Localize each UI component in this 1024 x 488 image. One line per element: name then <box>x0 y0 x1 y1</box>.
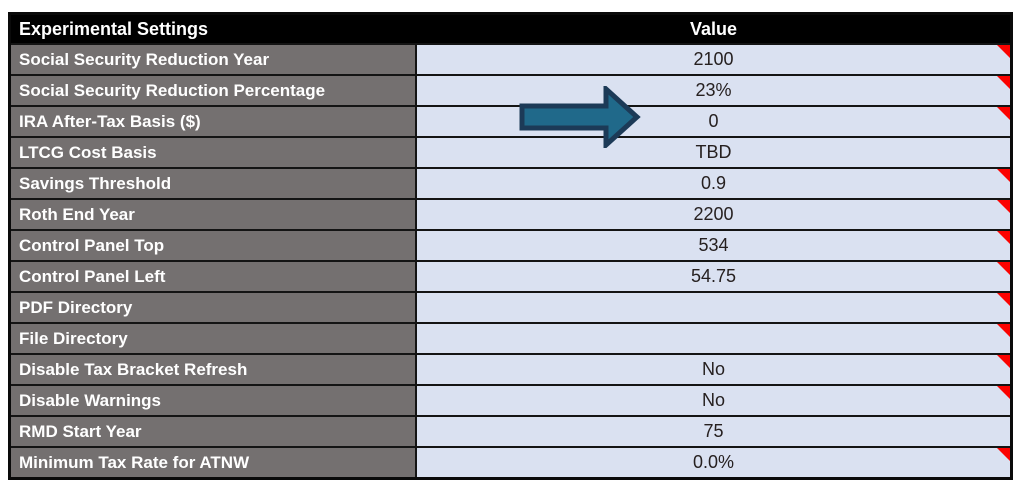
comment-indicator-icon <box>997 386 1010 399</box>
setting-label-cell[interactable]: Disable Tax Bracket Refresh <box>11 355 417 384</box>
value-header-cell: Value <box>417 15 1010 43</box>
setting-value-cell[interactable]: 0.9 <box>417 169 1010 198</box>
table-row: RMD Start Year 75 <box>11 417 1010 448</box>
setting-label-cell[interactable]: Social Security Reduction Percentage <box>11 76 417 105</box>
setting-label-cell[interactable]: IRA After-Tax Basis ($) <box>11 107 417 136</box>
setting-label-cell[interactable]: File Directory <box>11 324 417 353</box>
table-row: Roth End Year 2200 <box>11 200 1010 231</box>
setting-label-cell[interactable]: Minimum Tax Rate for ATNW <box>11 448 417 477</box>
table-row: Disable Warnings No <box>11 386 1010 417</box>
setting-label-cell[interactable]: Roth End Year <box>11 200 417 229</box>
comment-indicator-icon <box>997 293 1010 306</box>
table-header-row: Experimental Settings Value <box>11 15 1010 45</box>
table-row: PDF Directory <box>11 293 1010 324</box>
setting-label-cell[interactable]: Control Panel Top <box>11 231 417 260</box>
table-row: Social Security Reduction Percentage 23% <box>11 76 1010 107</box>
table-row: Disable Tax Bracket Refresh No <box>11 355 1010 386</box>
setting-label-cell[interactable]: Control Panel Left <box>11 262 417 291</box>
setting-value-cell[interactable]: 75 <box>417 417 1010 446</box>
settings-header-cell: Experimental Settings <box>11 15 417 43</box>
setting-label-cell[interactable]: Disable Warnings <box>11 386 417 415</box>
setting-label-cell[interactable]: RMD Start Year <box>11 417 417 446</box>
setting-value-cell[interactable]: 0 <box>417 107 1010 136</box>
setting-label-cell[interactable]: LTCG Cost Basis <box>11 138 417 167</box>
setting-value-cell[interactable]: 54.75 <box>417 262 1010 291</box>
setting-label-cell[interactable]: Social Security Reduction Year <box>11 45 417 74</box>
setting-value-cell[interactable]: 534 <box>417 231 1010 260</box>
comment-indicator-icon <box>997 107 1010 120</box>
setting-value-cell[interactable]: 0.0% <box>417 448 1010 477</box>
settings-table: Experimental Settings Value Social Secur… <box>8 12 1013 480</box>
setting-value-cell[interactable] <box>417 324 1010 353</box>
comment-indicator-icon <box>997 324 1010 337</box>
setting-value-cell[interactable]: 2200 <box>417 200 1010 229</box>
table-row: Social Security Reduction Year 2100 <box>11 45 1010 76</box>
table-row: LTCG Cost Basis TBD <box>11 138 1010 169</box>
table-row: Control Panel Top 534 <box>11 231 1010 262</box>
table-row: File Directory <box>11 324 1010 355</box>
comment-indicator-icon <box>997 45 1010 58</box>
comment-indicator-icon <box>997 200 1010 213</box>
table-row: IRA After-Tax Basis ($) 0 <box>11 107 1010 138</box>
comment-indicator-icon <box>997 231 1010 244</box>
setting-value-cell[interactable]: No <box>417 386 1010 415</box>
setting-value-cell[interactable]: TBD <box>417 138 1010 167</box>
comment-indicator-icon <box>997 169 1010 182</box>
table-row: Control Panel Left 54.75 <box>11 262 1010 293</box>
setting-value-cell[interactable]: No <box>417 355 1010 384</box>
table-row: Savings Threshold 0.9 <box>11 169 1010 200</box>
setting-value-cell[interactable]: 23% <box>417 76 1010 105</box>
comment-indicator-icon <box>997 355 1010 368</box>
comment-indicator-icon <box>997 76 1010 89</box>
table-row: Minimum Tax Rate for ATNW 0.0% <box>11 448 1010 477</box>
setting-label-cell[interactable]: PDF Directory <box>11 293 417 322</box>
setting-value-cell[interactable] <box>417 293 1010 322</box>
setting-label-cell[interactable]: Savings Threshold <box>11 169 417 198</box>
comment-indicator-icon <box>997 262 1010 275</box>
comment-indicator-icon <box>997 448 1010 461</box>
setting-value-cell[interactable]: 2100 <box>417 45 1010 74</box>
